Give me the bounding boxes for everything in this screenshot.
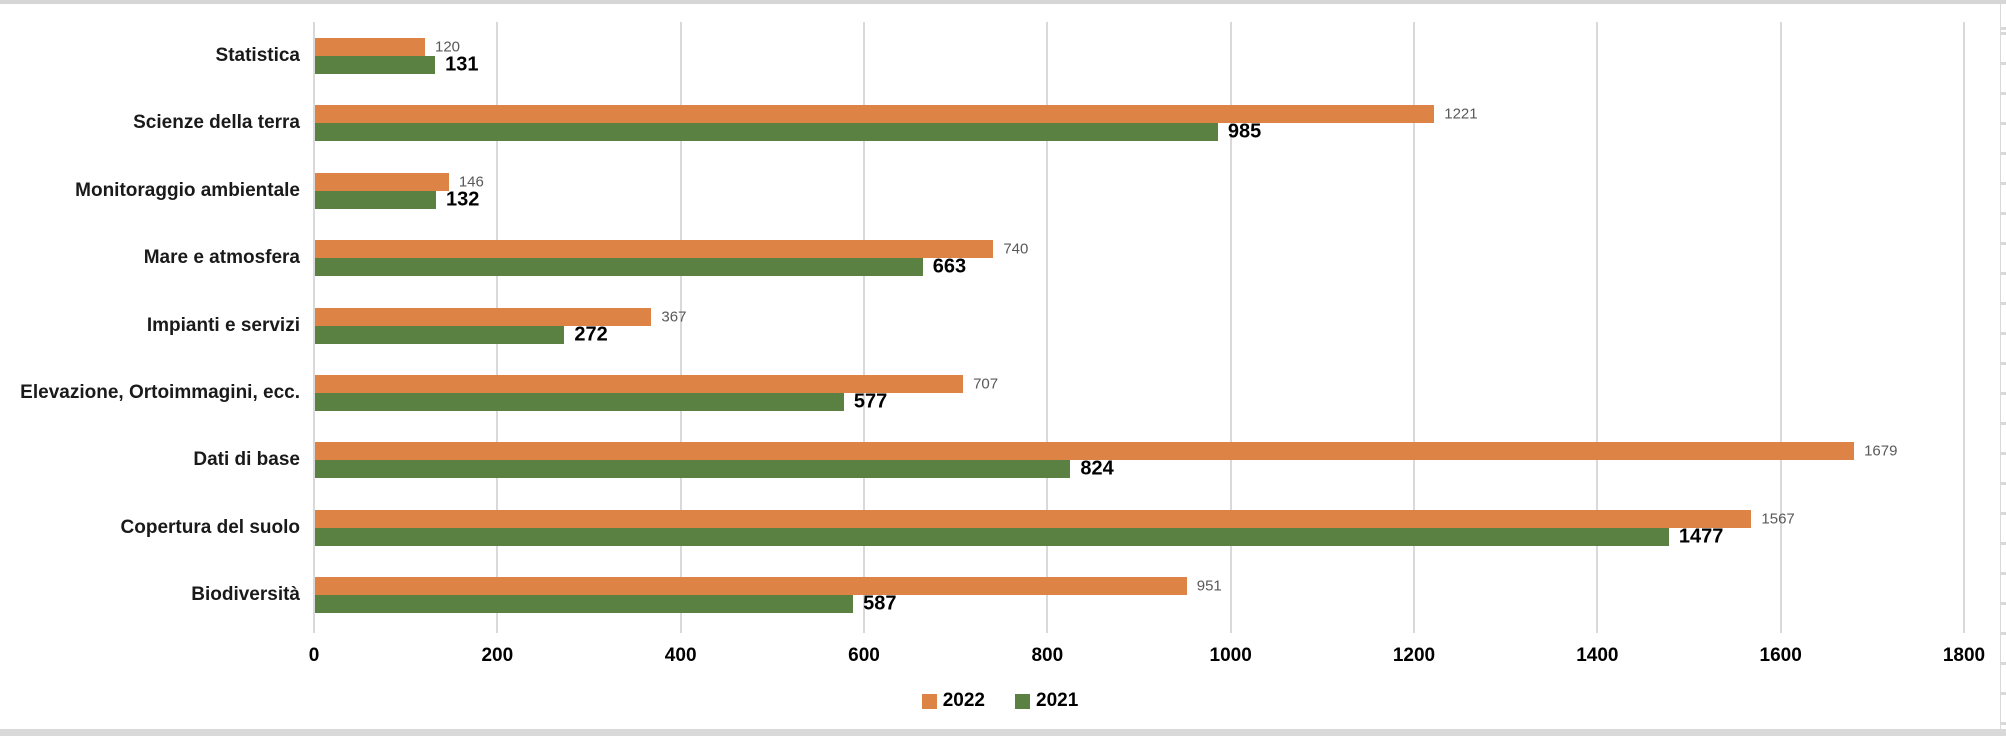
category-label-6: Elevazione, Ortoimmagini, ecc.: [20, 382, 300, 403]
data-label-2022-7: 1679: [1864, 442, 1898, 460]
x-tick-800: 800: [1031, 645, 1064, 666]
data-label-2022-5: 367: [661, 308, 687, 326]
data-label-2021-3: 132: [446, 188, 480, 211]
bar-2022-7: [315, 442, 1855, 461]
data-label-2022-8: 1567: [1761, 510, 1795, 528]
bar-2021-4: [315, 258, 923, 277]
category-label-3: Monitoraggio ambientale: [75, 179, 300, 201]
x-tick-1400: 1400: [1576, 645, 1619, 666]
x-tick-200: 200: [481, 645, 514, 666]
bar-2021-9: [315, 595, 854, 614]
gridline-1000: [1229, 22, 1232, 633]
bar-2022-9: [315, 577, 1187, 596]
legend-label-2022: 2022: [942, 690, 985, 711]
worksheet-right-edge: [2000, 4, 2006, 729]
category-label-4: Mare e atmosfera: [143, 247, 300, 269]
bar-2021-3: [315, 190, 436, 209]
x-tick-400: 400: [664, 645, 697, 666]
gridline-400: [679, 22, 682, 633]
gridline-1600: [1779, 22, 1782, 633]
data-label-2021-7: 824: [1080, 457, 1114, 480]
category-label-8: Copertura del suolo: [120, 516, 300, 538]
gridline-1400: [1596, 22, 1599, 633]
legend-swatch-2021: [1015, 693, 1030, 709]
window-top-edge: [0, 0, 2006, 4]
data-label-2021-5: 272: [574, 323, 608, 346]
legend: 2022 2021: [0, 688, 2000, 714]
bar-2022-2: [315, 105, 1435, 124]
plot-area: 120 131 1221 985 146 132 740 663 367 272 707 577 167…: [313, 22, 1965, 633]
x-tick-0: 0: [308, 645, 320, 666]
category-label-2: Scienze della terra: [133, 112, 300, 134]
legend-label-2021: 2021: [1036, 690, 1079, 711]
gridline-800: [1046, 22, 1049, 633]
bar-2021-2: [315, 123, 1218, 142]
bar-2021-1: [315, 56, 436, 74]
data-label-2022-2: 1221: [1444, 105, 1478, 123]
bar-2022-3: [315, 172, 449, 191]
legend-swatch-2022: [921, 693, 937, 709]
data-label-2022-9: 951: [1196, 577, 1222, 595]
data-label-2021-9: 587: [863, 592, 897, 615]
data-label-2021-8: 1477: [1678, 525, 1724, 548]
data-label-2022-1: 120: [435, 38, 461, 56]
data-label-2021-1: 131: [445, 53, 479, 76]
bar-2022-5: [315, 307, 652, 326]
data-label-2021-6: 577: [853, 390, 888, 413]
category-label-5: Impianti e servizi: [146, 314, 300, 336]
x-tick-600: 600: [848, 645, 880, 666]
data-label-2022-4: 740: [1003, 240, 1029, 258]
bar-2021-5: [315, 325, 565, 344]
legend-item-2022: 2022: [921, 690, 985, 712]
bar-2022-1: [315, 38, 425, 56]
x-tick-1200: 1200: [1392, 645, 1436, 666]
data-label-2022-3: 146: [458, 173, 484, 191]
bar-2022-4: [315, 240, 994, 259]
bar-2021-6: [315, 393, 844, 411]
data-label-2022-6: 707: [973, 375, 999, 393]
gridline-0: [313, 22, 315, 633]
bar-2022-8: [315, 509, 1752, 528]
gridline-1200: [1413, 22, 1415, 633]
category-label-9: Biodiversità: [191, 584, 300, 606]
category-label-1: Statistica: [215, 45, 300, 66]
data-label-2021-4: 663: [932, 255, 967, 278]
bar-2021-8: [315, 527, 1669, 546]
bar-2021-7: [315, 460, 1071, 479]
window-bottom-edge: [0, 729, 2006, 736]
data-label-2021-2: 985: [1227, 120, 1262, 143]
legend-item-2021: 2021: [1015, 690, 1078, 712]
bar-2022-6: [315, 375, 964, 393]
x-tick-1800: 1800: [1942, 645, 1986, 666]
x-tick-1000: 1000: [1209, 645, 1252, 666]
category-label-7: Dati di base: [193, 449, 300, 471]
gridline-1800: [1963, 22, 1965, 633]
gridline-600: [863, 22, 865, 633]
x-tick-1600: 1600: [1759, 645, 1802, 666]
